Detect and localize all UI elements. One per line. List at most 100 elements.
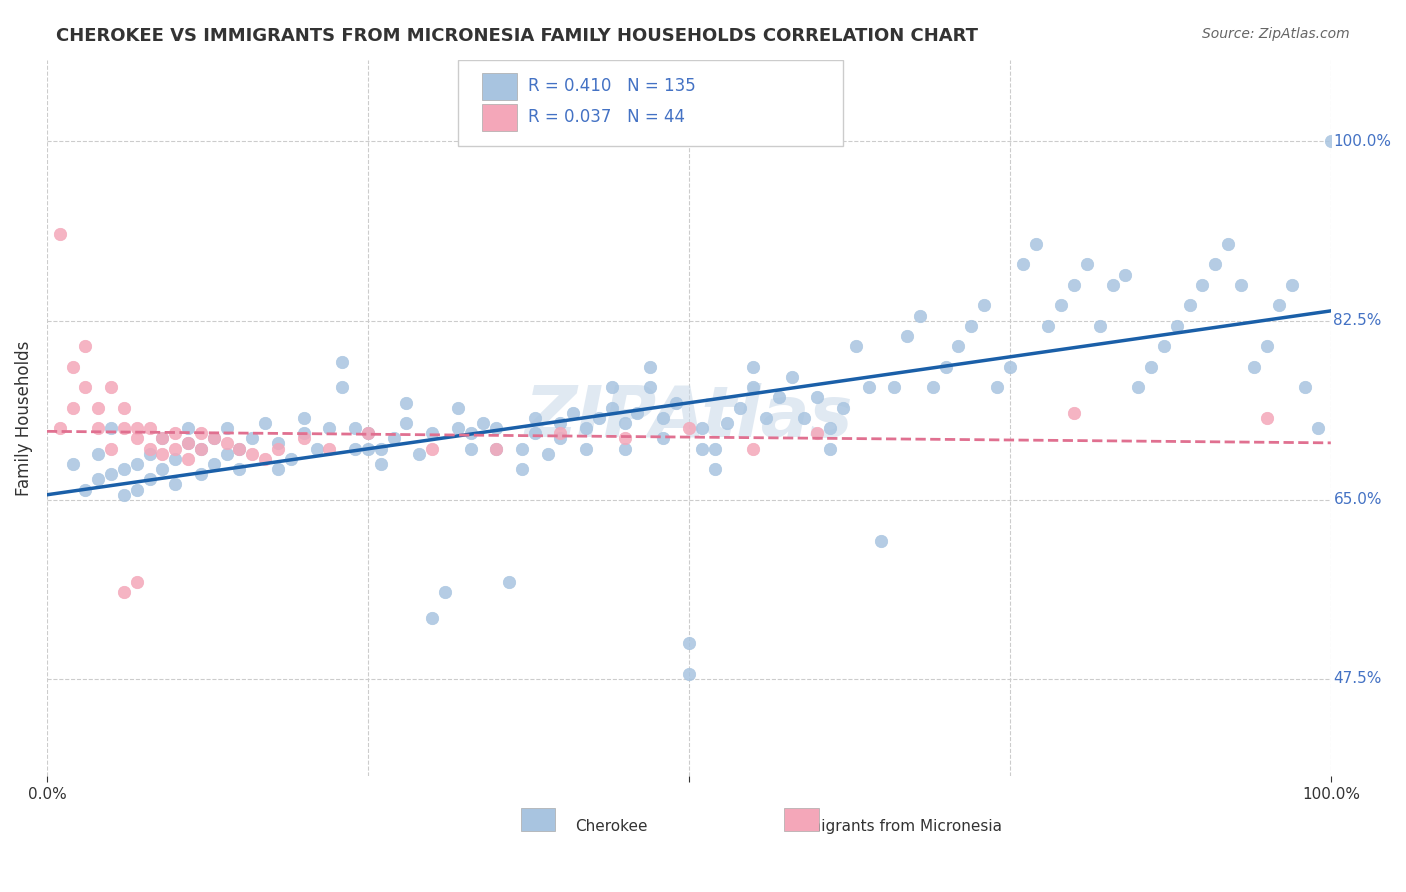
Point [742, 442, 765, 456]
Point [100, 467, 122, 482]
Point [1076, 257, 1098, 271]
Point [318, 442, 340, 456]
Point [550, 426, 572, 441]
Point [1114, 268, 1136, 282]
FancyBboxPatch shape [482, 104, 517, 130]
Point [152, 447, 174, 461]
Point [678, 636, 700, 650]
Point [215, 436, 238, 450]
Point [62, 359, 84, 374]
Point [75, 380, 97, 394]
Point [1038, 318, 1060, 333]
Point [1320, 135, 1343, 149]
Point [357, 426, 380, 441]
Point [742, 359, 765, 374]
Point [112, 421, 135, 435]
Point [125, 483, 148, 497]
Point [112, 401, 135, 415]
Point [1011, 257, 1033, 271]
Point [420, 442, 443, 456]
FancyBboxPatch shape [482, 73, 517, 100]
Point [344, 421, 367, 435]
Point [896, 329, 918, 343]
Point [62, 401, 84, 415]
Point [165, 451, 187, 466]
Point [1166, 318, 1188, 333]
Point [152, 462, 174, 476]
Point [510, 462, 533, 476]
Text: 82.5%: 82.5% [1333, 313, 1382, 328]
Point [1063, 406, 1085, 420]
Point [690, 421, 713, 435]
Point [75, 483, 97, 497]
Point [575, 442, 598, 456]
Point [1063, 277, 1085, 292]
Point [793, 410, 815, 425]
FancyBboxPatch shape [458, 60, 844, 145]
Point [1153, 339, 1175, 353]
Point [254, 451, 277, 466]
Point [1216, 236, 1239, 251]
Text: CHEROKEE VS IMMIGRANTS FROM MICRONESIA FAMILY HOUSEHOLDS CORRELATION CHART: CHEROKEE VS IMMIGRANTS FROM MICRONESIA F… [56, 27, 979, 45]
Point [228, 442, 250, 456]
Point [485, 442, 508, 456]
Point [112, 462, 135, 476]
Point [498, 574, 520, 589]
Point [305, 442, 328, 456]
Point [973, 298, 995, 312]
Text: 100.0%: 100.0% [1333, 134, 1392, 149]
Point [652, 431, 675, 445]
Point [177, 451, 200, 466]
Point [152, 431, 174, 445]
Point [447, 401, 470, 415]
Point [716, 416, 738, 430]
Point [703, 462, 725, 476]
Point [1088, 318, 1111, 333]
Point [370, 457, 392, 471]
Point [998, 359, 1021, 374]
Point [1128, 380, 1150, 394]
Text: 47.5%: 47.5% [1333, 672, 1382, 687]
Point [87, 447, 110, 461]
Point [447, 421, 470, 435]
Point [640, 359, 662, 374]
Point [125, 574, 148, 589]
Point [87, 472, 110, 486]
Point [190, 426, 212, 441]
Point [728, 401, 751, 415]
Point [613, 431, 636, 445]
Point [152, 431, 174, 445]
Point [1050, 298, 1073, 312]
Point [960, 318, 983, 333]
Point [433, 585, 456, 599]
Point [177, 436, 200, 450]
Point [420, 426, 443, 441]
Point [460, 442, 482, 456]
Point [588, 410, 610, 425]
Point [1024, 236, 1046, 251]
Point [228, 462, 250, 476]
Point [280, 451, 302, 466]
Point [202, 431, 225, 445]
Point [678, 421, 700, 435]
Point [267, 462, 290, 476]
Point [613, 442, 636, 456]
Point [420, 610, 443, 624]
Point [215, 447, 238, 461]
FancyBboxPatch shape [785, 808, 818, 830]
Point [1243, 359, 1265, 374]
Point [1230, 277, 1253, 292]
Point [1268, 298, 1291, 312]
Point [112, 585, 135, 599]
Point [485, 442, 508, 456]
Point [703, 442, 725, 456]
Point [1178, 298, 1201, 312]
Point [100, 442, 122, 456]
Point [806, 391, 828, 405]
Point [1256, 410, 1278, 425]
Point [742, 380, 765, 394]
Point [640, 380, 662, 394]
Text: 65.0%: 65.0% [1333, 492, 1382, 508]
Point [485, 421, 508, 435]
Point [177, 421, 200, 435]
